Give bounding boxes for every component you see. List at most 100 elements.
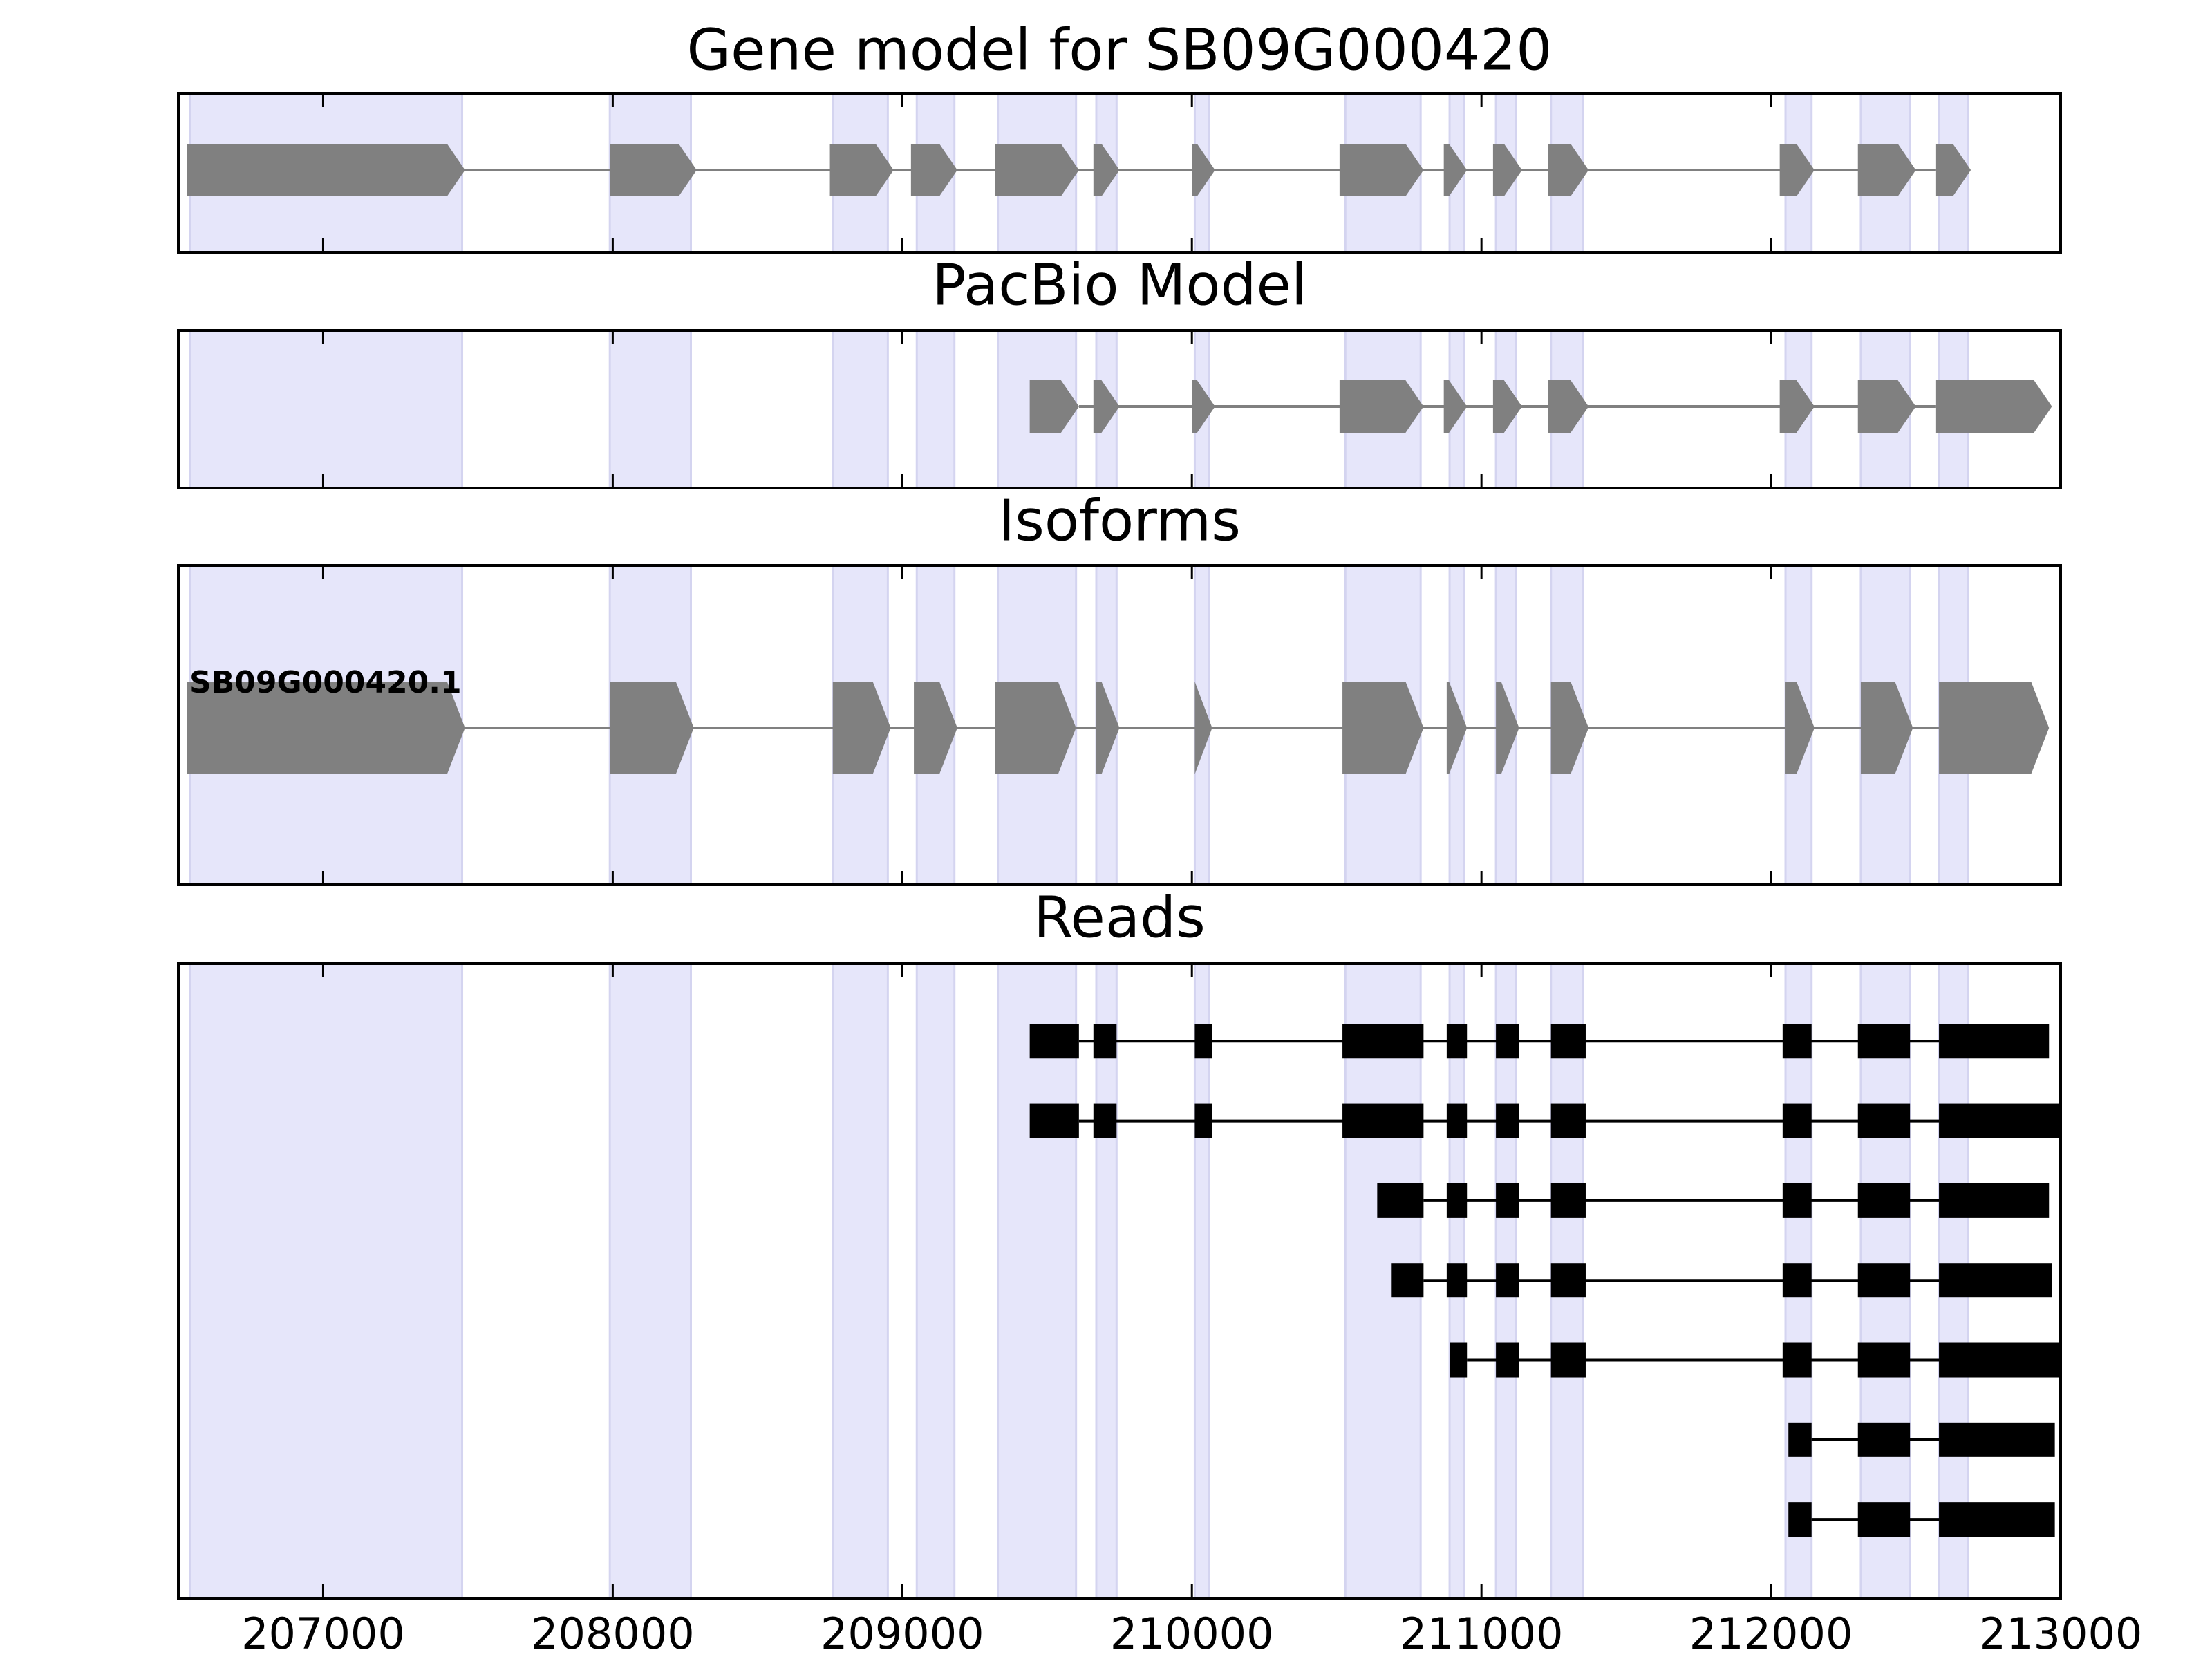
read-block (1857, 1263, 1911, 1298)
read-block (1194, 1024, 1212, 1059)
exon-band (1095, 962, 1118, 1600)
exon (1779, 380, 1815, 433)
panel-title: Gene model for SB09G000420 (687, 17, 1553, 83)
x-tick-label: 210000 (1110, 1609, 1274, 1659)
read-block (1550, 1342, 1586, 1378)
exon (1446, 682, 1468, 774)
exon (1939, 682, 2050, 774)
read-block (1194, 1103, 1212, 1138)
exon (1550, 682, 1589, 774)
exon-band (915, 329, 956, 489)
read-block (1550, 1103, 1586, 1138)
exon (1029, 380, 1079, 433)
exon (1548, 144, 1589, 196)
read-block (1788, 1422, 1812, 1457)
read-block (1550, 1183, 1586, 1218)
read-block (1496, 1263, 1519, 1298)
exon (995, 144, 1079, 196)
read-block (1857, 1183, 1911, 1218)
read-block (1782, 1103, 1812, 1138)
read-block (1857, 1103, 1911, 1138)
x-tick-label: 207000 (241, 1609, 405, 1659)
exon (1342, 682, 1424, 774)
exon (1860, 682, 1913, 774)
panel-frame (177, 92, 2062, 254)
read-block (1939, 1342, 2061, 1378)
exon (1779, 144, 1815, 196)
exon (187, 144, 465, 196)
read-block (1782, 1024, 1812, 1059)
read-block (1093, 1103, 1117, 1138)
x-tick-label: 209000 (821, 1609, 984, 1659)
exon-band (997, 962, 1078, 1600)
panel-frame (177, 564, 2062, 886)
read-block (1857, 1422, 1911, 1457)
read-block (1093, 1024, 1117, 1059)
exon (1192, 380, 1215, 433)
exon-band (189, 329, 464, 489)
read-block (1939, 1422, 2055, 1457)
exon-band (608, 962, 692, 1600)
exon (1192, 144, 1215, 196)
exon (1785, 682, 1815, 774)
exon (610, 682, 694, 774)
panel-title: Reads (1033, 885, 1206, 950)
read-block (1857, 1024, 1911, 1059)
exon (1857, 380, 1916, 433)
read-block (1450, 1342, 1468, 1378)
read-block (1550, 1024, 1586, 1059)
read-block (1782, 1342, 1812, 1378)
panel-title: Isoforms (998, 488, 1241, 554)
exon (995, 682, 1076, 774)
exon (1936, 144, 1971, 196)
read-block (1939, 1183, 2050, 1218)
read-block (1496, 1103, 1519, 1138)
exon (1093, 144, 1120, 196)
read-block (1446, 1263, 1468, 1298)
exon (1548, 380, 1589, 433)
exon (1936, 380, 2052, 433)
exon (1443, 144, 1468, 196)
exon (610, 144, 697, 196)
read-block (1939, 1103, 2061, 1138)
exon-band (608, 329, 692, 489)
exon (1492, 380, 1522, 433)
read-block (1939, 1502, 2055, 1537)
read-block (1342, 1024, 1424, 1059)
exon (832, 682, 891, 774)
read-block (1857, 1502, 1911, 1537)
exon (910, 144, 957, 196)
read-block (1446, 1183, 1468, 1218)
read-block (1550, 1263, 1586, 1298)
read-block (1496, 1342, 1519, 1378)
x-tick-label: 212000 (1689, 1609, 1853, 1659)
exon (914, 682, 957, 774)
x-tick-label: 208000 (531, 1609, 695, 1659)
exon (1194, 682, 1212, 774)
read-block (1029, 1103, 1079, 1138)
x-tick-label: 211000 (1400, 1609, 1564, 1659)
read-block (1446, 1103, 1468, 1138)
read-block (1782, 1183, 1812, 1218)
exon (1093, 380, 1120, 433)
exon-band (915, 962, 956, 1600)
read-block (1391, 1263, 1424, 1298)
exon (1096, 682, 1120, 774)
exon (187, 682, 465, 774)
isoform-label: SB09G000420.1 (189, 665, 462, 700)
read-block (1788, 1502, 1812, 1537)
exon (1339, 380, 1424, 433)
read-block (1342, 1103, 1424, 1138)
panel-frame (177, 329, 2062, 489)
read-block (1939, 1263, 2052, 1298)
read-block (1782, 1263, 1812, 1298)
exon (1857, 144, 1916, 196)
panel-title: PacBio Model (932, 252, 1307, 318)
read-block (1446, 1024, 1468, 1059)
exon-band (1193, 962, 1210, 1600)
exon-band (832, 962, 889, 1600)
exon (830, 144, 894, 196)
read-block (1857, 1342, 1911, 1378)
exon (1496, 682, 1519, 774)
